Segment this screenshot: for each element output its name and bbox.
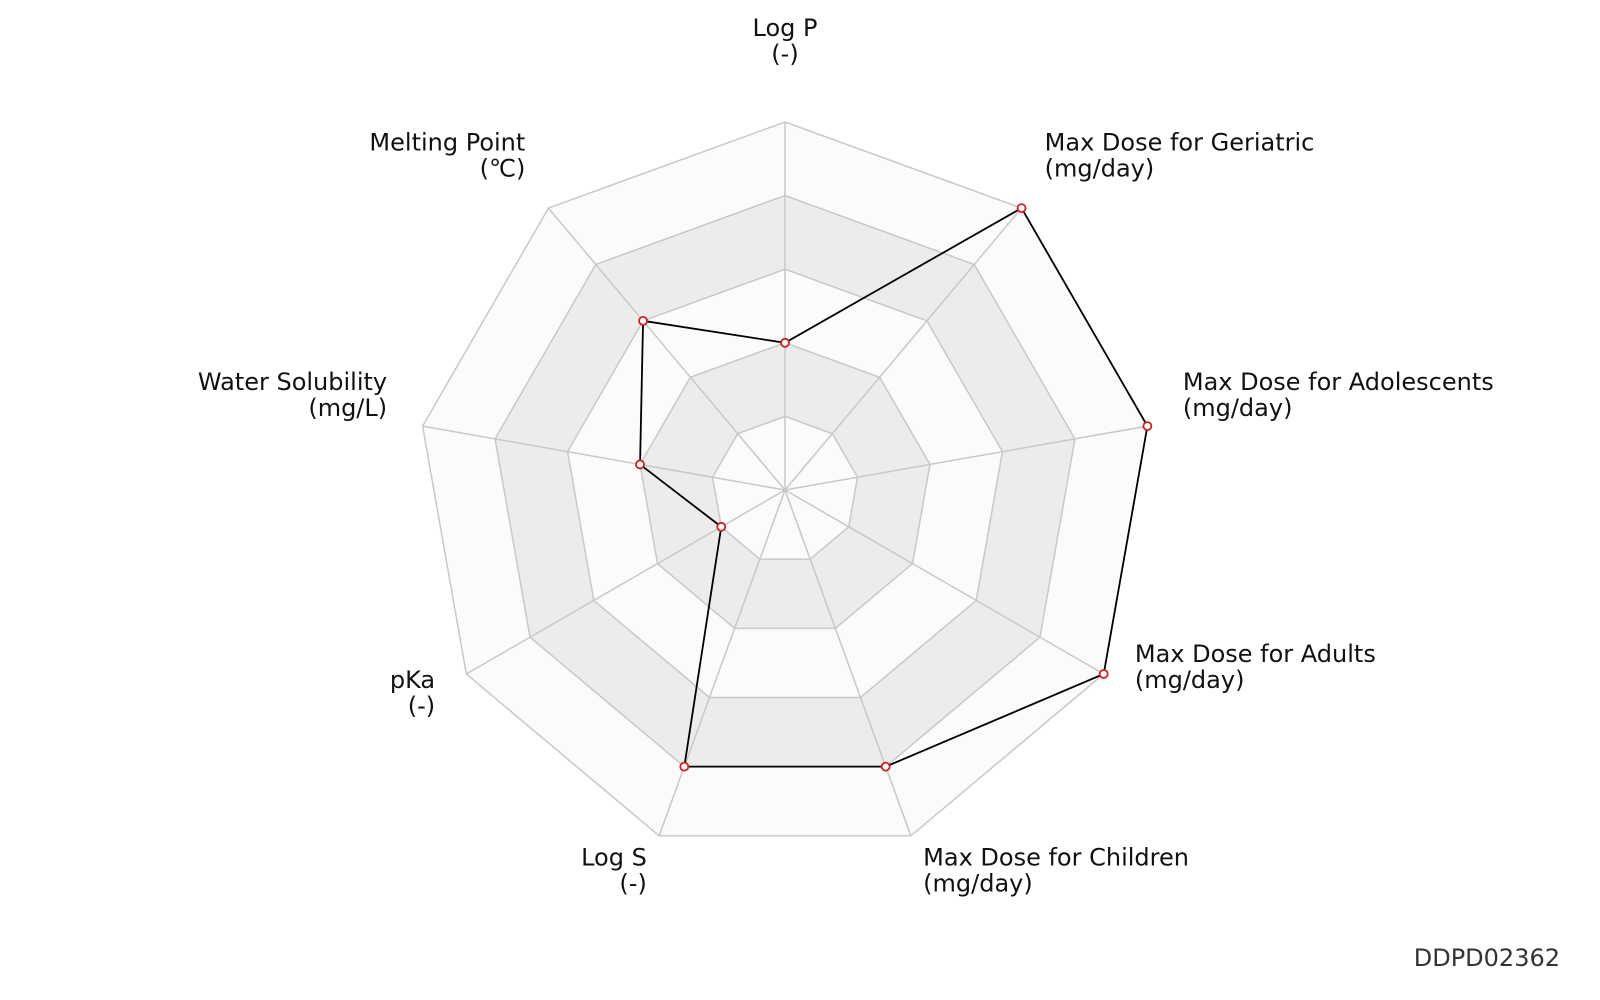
axis-label-unit-3: (mg/day)	[1135, 666, 1245, 694]
axis-label-unit-4: (mg/day)	[923, 870, 1033, 898]
axis-label-unit-2: (mg/day)	[1183, 394, 1293, 422]
axis-label-name-0: Log P	[753, 14, 818, 42]
spoke-3	[784, 489, 1105, 675]
chart-id-code: DDPD02362	[1413, 944, 1560, 972]
radar-axis-labels: Log P(-)Max Dose for Geriatric(mg/day)Ma…	[198, 14, 1494, 898]
data-point-2	[1142, 421, 1153, 431]
data-point-0	[780, 337, 790, 348]
axis-label-unit-5: (-)	[619, 870, 646, 898]
axis-label-name-7: Water Solubility	[198, 368, 387, 396]
data-point-1	[1016, 203, 1027, 213]
spoke-6	[465, 489, 786, 675]
series-line	[639, 206, 1149, 768]
data-point-3	[1098, 669, 1109, 679]
data-point-5	[679, 761, 690, 772]
spoke-2	[784, 425, 1148, 491]
spoke-7	[422, 425, 786, 491]
axis-label-unit-1: (mg/day)	[1045, 155, 1155, 183]
data-point-7	[635, 459, 645, 470]
radar-series	[635, 203, 1153, 772]
axis-label-unit-6: (-)	[408, 692, 435, 720]
spoke-5	[658, 489, 786, 837]
axis-label-name-2: Max Dose for Adolescents	[1183, 368, 1494, 396]
axis-label-unit-7: (mg/L)	[308, 394, 387, 422]
axis-label-name-6: pKa	[390, 666, 435, 694]
spoke-1	[784, 207, 1023, 491]
axis-label-name-1: Max Dose for Geriatric	[1045, 129, 1315, 157]
axis-label-name-4: Max Dose for Children	[923, 844, 1189, 872]
spoke-8	[547, 207, 786, 491]
data-point-8	[638, 315, 648, 326]
spoke-4	[784, 489, 912, 837]
axis-label-name-3: Max Dose for Adults	[1135, 640, 1376, 668]
data-point-6	[716, 521, 727, 532]
data-point-4	[880, 761, 891, 772]
radar-spokes	[422, 122, 1148, 837]
axis-label-unit-0: (-)	[771, 40, 798, 68]
axis-label-name-8: Melting Point	[369, 129, 525, 157]
axis-label-unit-8: (℃)	[480, 155, 526, 183]
axis-label-name-5: Log S	[581, 844, 647, 872]
